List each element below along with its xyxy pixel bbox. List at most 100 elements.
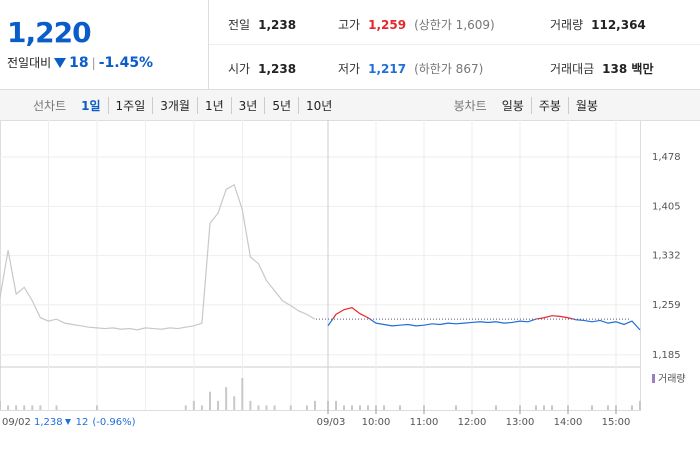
change: 전일대비 18 | -1.45% [7,54,154,71]
volume-bar [241,378,244,410]
stat-cell: 거래대금 138 백만 [550,60,653,77]
volume-bar [567,405,569,410]
volume-bar [455,405,457,410]
down-icon [54,57,67,68]
volume-bar [335,400,337,410]
volume-bar [265,405,268,410]
legend-label: 거래량 [658,373,686,385]
prev-change: 12 [76,417,89,428]
prev-date: 09/02 [2,417,31,428]
change-label: 전일대비 [7,56,52,70]
x-tick-label: 13:00 [506,417,535,428]
x-tick-label: 10:00 [362,417,391,428]
volume-bar [314,400,316,410]
stat-note: (하한가 867) [414,62,484,76]
x-tick-label: 12:00 [458,417,487,428]
volume-bar [359,405,361,410]
volume-bar [423,405,425,410]
x-tick-label: 15:00 [602,417,631,428]
candle-tab[interactable]: 주봉 [530,96,568,114]
period-tab[interactable]: 1일 [81,98,101,113]
volume-bar [305,405,308,410]
x-tick-label: 09/03 [317,417,346,428]
period-tab[interactable]: 1주일 [107,96,153,114]
period-tab[interactable]: 1년 [196,96,231,114]
period-tab[interactable]: 3개월 [152,96,197,114]
stat-value: 1,238 [258,61,297,76]
candle-tab[interactable]: 월봉 [567,96,605,114]
volume-bar [55,405,58,410]
period-tab[interactable]: 3년 [230,96,265,114]
volume-bar [289,405,292,410]
volume-bar [273,405,276,410]
volume-bar [233,396,236,410]
volume-bar [0,400,1,410]
stat-cell: 저가 1,217 (하한가 867) [338,60,483,77]
plot-frame [0,120,641,411]
stat-value: 138 백만 [602,62,654,76]
y-tick-label: 1,185 [652,350,681,361]
volume-bar [383,405,385,410]
y-tick-label: 1,405 [652,201,681,212]
y-tick-label: 1,332 [652,251,681,262]
volume-bar [375,405,377,410]
stat-label: 저가 [338,62,361,76]
prev-info: 1,238 12 (-0.96%) [34,417,136,428]
stat-cell: 시가 1,238 [228,60,296,77]
period-tab[interactable]: 10년 [298,96,339,114]
volume-bar [192,400,195,410]
volume-bar [249,400,252,410]
stat-label: 거래량 [550,18,584,32]
prev-change-pct: (-0.96%) [92,417,135,428]
y-tick-label: 1,259 [652,300,681,311]
change-value: 18 [69,54,89,71]
stat-label: 시가 [228,62,251,76]
stat-cell: 전일 1,238 [228,16,296,33]
prev-close: 1,238 [34,417,63,428]
volume-bar [367,405,369,410]
prev-day-line [0,183,316,331]
volume-bar [200,405,203,410]
stat-cell: 고가 1,259 (상한가 1,609) [338,16,495,33]
volume-bar [519,405,521,410]
volume-bar [257,405,260,410]
tab-group-label: 선차트 [33,98,67,113]
y-tick-label: 1,478 [652,152,681,163]
stat-value: 1,238 [258,17,297,32]
chart: 1,185 1,259 1,332 1,405 1,478 09/03 10:00 11:00… [0,120,686,428]
volume-bar [607,405,609,410]
volume-bar [639,400,641,410]
stat-note: (상한가 1,609) [414,18,495,32]
volume-bar [495,405,497,410]
period-tab[interactable]: 5년 [264,96,298,114]
tab-bar: 선차트 1일 1주일 3개월 1년 3년 5년 10년 봉차트 일봉 주봉 월봉 [0,89,700,121]
volume-bar [535,405,537,410]
volume-bar [327,400,329,410]
volume-bar [351,405,353,410]
volume-bar [543,405,545,410]
today-line [327,319,641,331]
current-price: 1,220 [7,16,92,49]
volume-bar [7,405,10,410]
volume-bar [631,405,633,410]
candle-tab[interactable]: 일봉 [501,98,524,113]
stat-value: 1,259 [368,17,407,32]
stat-value: 112,364 [591,17,646,32]
volume-bar [615,405,617,410]
volume-bar [591,405,593,410]
volume-bar [217,400,220,410]
x-tick-label: 11:00 [410,417,439,428]
volume-bar [399,405,401,410]
volume-bar [31,405,34,410]
volume-bar [225,387,228,410]
volume-bar [15,405,18,410]
stat-label: 전일 [228,18,251,32]
legend-swatch [652,374,655,383]
stat-cell: 거래량 112,364 [550,16,646,33]
change-pct: -1.45% [98,54,154,71]
volume-bar [23,405,26,410]
volume-bar [39,405,42,410]
stat-label: 거래대금 [550,62,595,76]
tab-group-label: 봉차트 [453,98,487,113]
